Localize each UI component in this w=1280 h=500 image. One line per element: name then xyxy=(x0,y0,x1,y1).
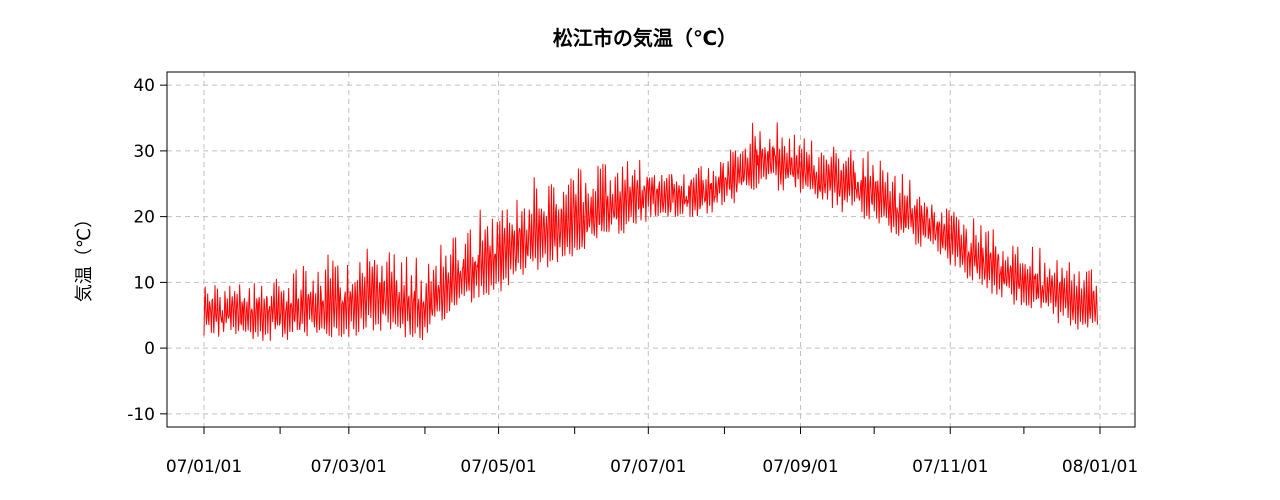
x-tick-label: 07/09/01 xyxy=(762,457,838,477)
x-axis: 07/01/01 07/03/01 07/05/01 07/07/01 07/09/01… xyxy=(166,427,1138,477)
plot-frame xyxy=(166,71,1136,428)
y-tick-label: 40 xyxy=(133,76,155,96)
x-tick-label: 07/05/01 xyxy=(460,457,536,477)
y-tick-label: 0 xyxy=(144,339,155,359)
x-tick-label: 08/01/01 xyxy=(1062,457,1138,477)
y-tick-label: 10 xyxy=(133,273,155,293)
y-axis-title: 気温（℃） xyxy=(74,210,95,302)
y-tick-label: -10 xyxy=(127,405,155,425)
grid xyxy=(167,72,1135,427)
temperature-line xyxy=(203,122,1098,341)
y-axis: -10 0 10 20 30 40 xyxy=(127,76,167,425)
x-tick-label: 07/11/01 xyxy=(912,457,988,477)
y-tick-label: 30 xyxy=(133,142,155,162)
x-tick-label: 07/03/01 xyxy=(311,457,387,477)
x-tick-label: 07/07/01 xyxy=(610,457,686,477)
y-tick-label: 20 xyxy=(133,208,155,228)
x-tick-label: 07/01/01 xyxy=(166,457,242,477)
chart-title: 松江市の気温（℃） xyxy=(553,26,737,50)
plot-area xyxy=(203,122,1098,341)
